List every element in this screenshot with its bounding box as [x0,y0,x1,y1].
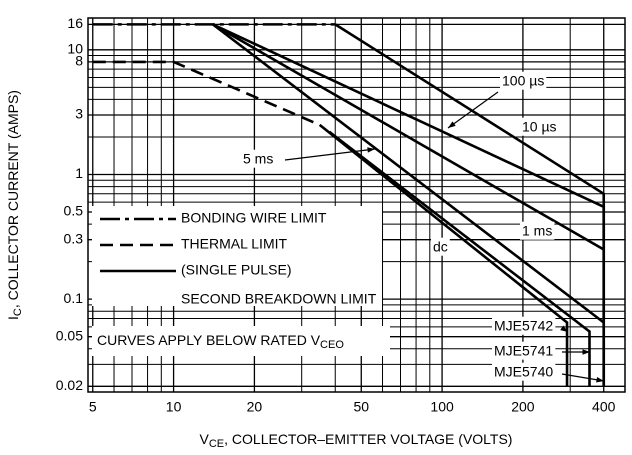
annotation: MJE5742 [494,318,553,334]
annotation-bg [492,362,556,381]
leader-line [284,148,376,161]
x-axis-label: VCE, COLLECTOR–EMITTER VOLTAGE (VOLTS) [200,431,513,450]
x-label-sub: CE [209,438,224,450]
x-tick-label: 200 [511,399,535,415]
note-main: CURVES APPLY BELOW RATED V [97,332,321,348]
y-tick-label: 0.05 [56,327,83,343]
y-tick-label: 10 [67,41,83,57]
plot-frame [87,17,626,393]
x-tick-label: 5 [89,399,97,415]
annotation-bg [520,117,559,136]
curve [212,23,605,324]
x-tick-label: 100 [430,399,454,415]
annotation: 100 µs [502,73,544,89]
annotation-bg [492,316,556,335]
y-tick-label: 0.3 [64,230,84,246]
y-tick-label: 8 [75,53,83,69]
curve [212,23,606,387]
legend-label: BONDING WIRE LIMIT [181,210,327,226]
curve [212,23,605,251]
arrow-head [448,121,456,128]
annotation-bg [241,149,276,168]
y-tick-label: 0.1 [64,290,84,306]
arrow-head [582,349,590,355]
arrow-head [560,325,568,332]
x-label-rest: , COLLECTOR–EMITTER VOLTAGE (VOLTS) [224,431,512,447]
y-axis-label: IC, COLLECTOR CURRENT (AMPS) [5,90,24,320]
note: CURVES APPLY BELOW RATED VCEO [97,332,344,351]
y-tick-label: 0.02 [56,377,83,393]
annotation: 1 ms [522,223,552,239]
arrow-head [367,147,375,153]
annotation: MJE5741 [494,343,553,359]
note-sub: CEO [320,339,344,351]
annotation: MJE5740 [494,364,553,380]
curve [328,130,591,387]
annotation-bg [492,341,556,360]
legend-box [92,206,382,306]
arrow-head [596,377,604,383]
annotation-bg [500,71,547,90]
curve [318,123,569,387]
y-tick-label: 1 [75,165,83,181]
legend-label: SECOND BREAKDOWN LIMIT [181,291,377,307]
y-tick-label: 16 [67,15,83,31]
annotation: 10 µs [522,119,557,135]
annotation: 5 ms [243,151,273,167]
legend-label: (SINGLE PULSE) [181,262,291,278]
legend-label: THERMAL LIMIT [181,236,287,252]
y-label-main: I [5,316,21,320]
y-label-rest: , COLLECTOR CURRENT (AMPS) [5,90,21,308]
y-tick-label: 0.5 [64,203,84,219]
y-label-sub: C [12,308,24,316]
x-tick-label: 10 [166,399,182,415]
annotation-bg [520,221,555,240]
note-box [92,326,390,356]
curve [92,60,321,127]
x-tick-label: 20 [247,399,263,415]
leader-line [447,91,499,129]
x-label-main: V [200,431,210,447]
x-tick-label: 50 [353,399,369,415]
y-tick-label: 3 [75,106,83,122]
annotation: dc [433,239,448,255]
annotation-bg [431,237,450,256]
x-tick-label: 400 [592,399,616,415]
